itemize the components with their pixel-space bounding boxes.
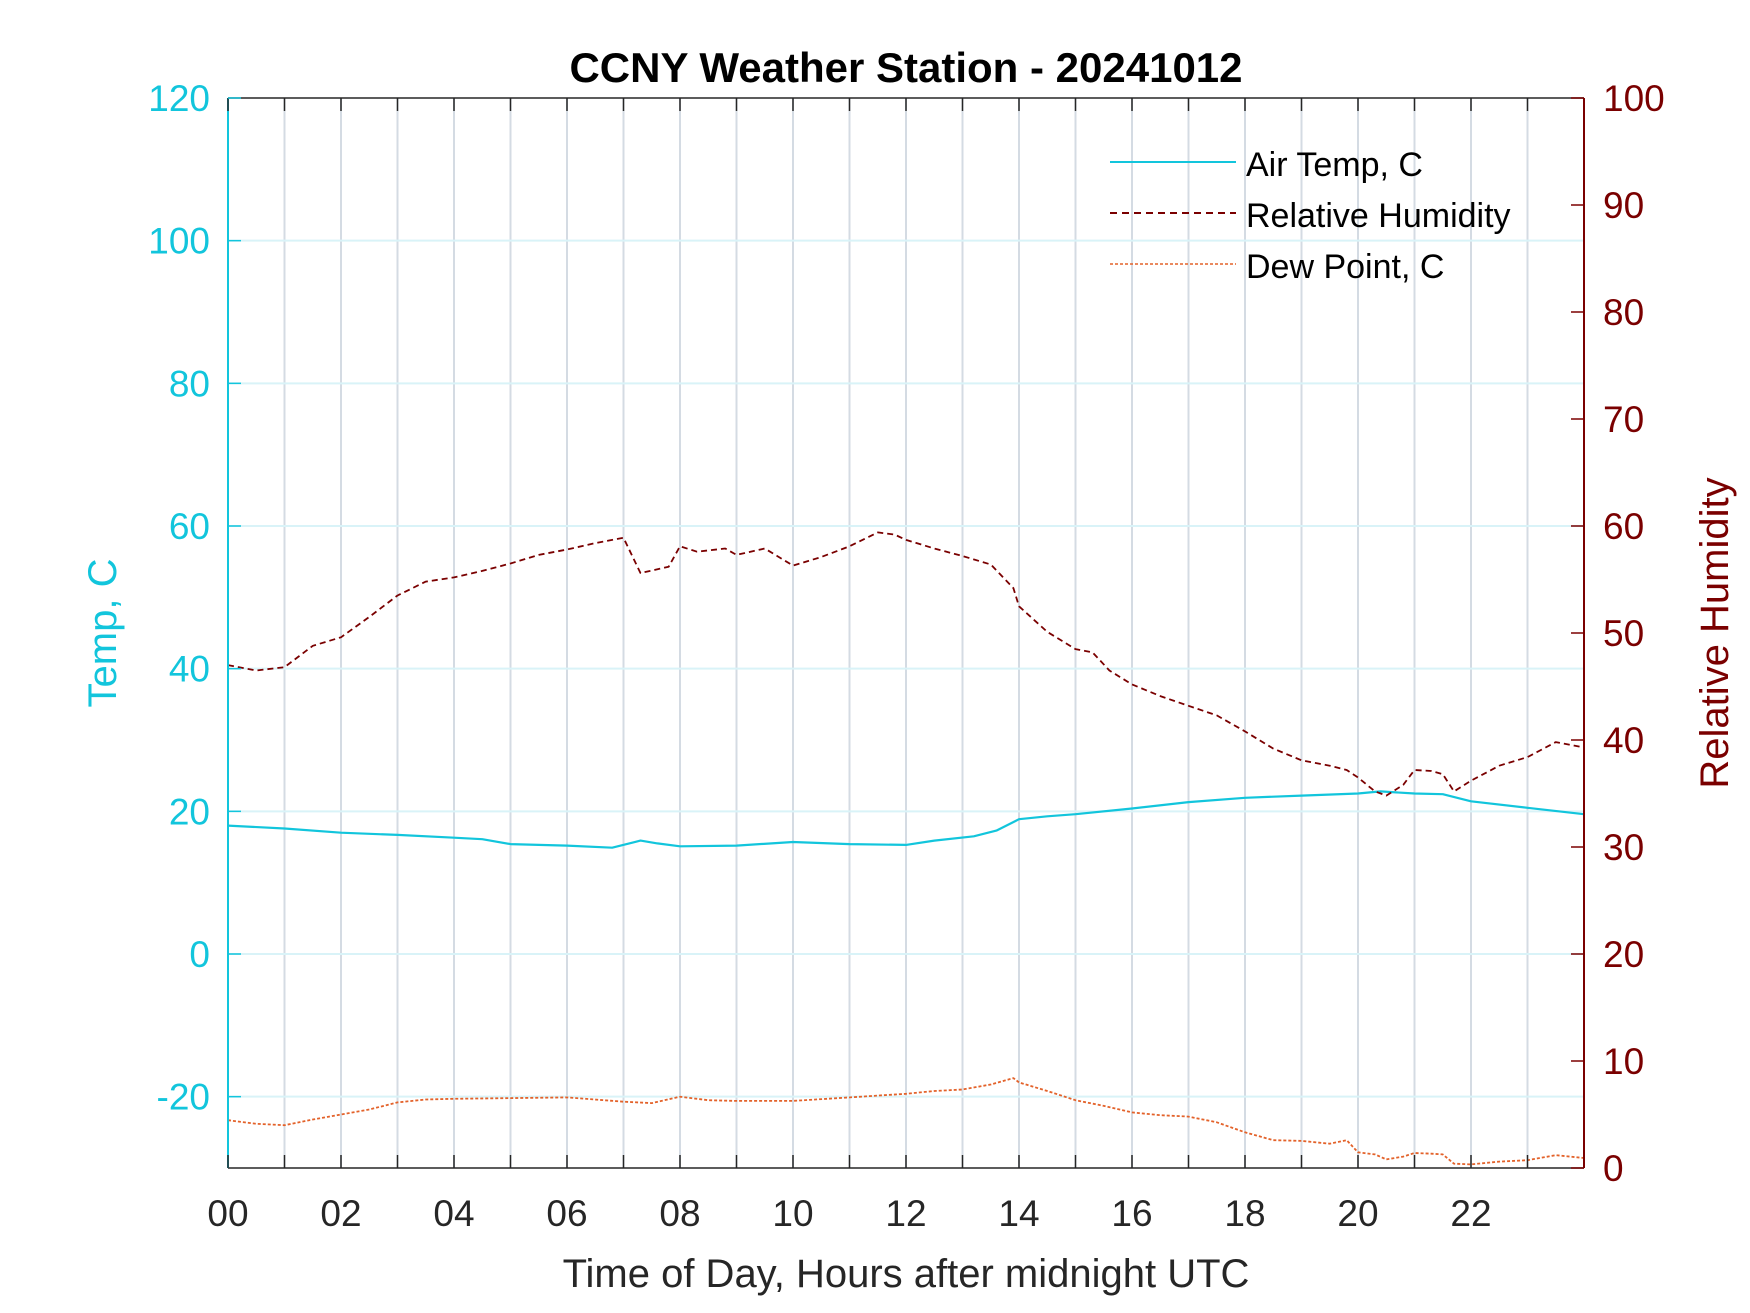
- series-line-dew-point: [227, 1077, 1585, 1166]
- x-axis-label: Time of Day, Hours after midnight UTC: [563, 1252, 1250, 1296]
- x-tick-label: 06: [546, 1193, 587, 1234]
- x-tick-label: 10: [772, 1193, 813, 1234]
- y-left-tick-label: 80: [169, 363, 210, 404]
- y-left-tick-label: 0: [189, 934, 210, 975]
- series-layer: [227, 531, 1585, 1166]
- y-axis-left-label: Temp, C: [81, 559, 125, 708]
- y-right-tick-label: 80: [1603, 292, 1644, 333]
- y-right-tick-label: 20: [1603, 934, 1644, 975]
- legend: Air Temp, C Relative Humidity Dew Point,…: [1110, 146, 1511, 286]
- x-tick-label: 00: [207, 1193, 248, 1234]
- axes: [227, 97, 1585, 1169]
- x-tick-label: 20: [1337, 1193, 1378, 1234]
- y-right-tick-label: 60: [1603, 506, 1644, 547]
- series-line-relative-humidity: [227, 531, 1585, 797]
- y-right-tick-label: 0: [1603, 1148, 1624, 1189]
- legend-label-air-temp: Air Temp, C: [1246, 146, 1423, 184]
- x-tick-label: 18: [1224, 1193, 1265, 1234]
- x-tick-label: 04: [433, 1193, 474, 1234]
- y-left-tick-label: 120: [148, 78, 210, 119]
- y-right-tick-label: 70: [1603, 399, 1644, 440]
- y-right-tick-label: 100: [1603, 78, 1665, 119]
- y-left-tick-label: 100: [148, 221, 210, 262]
- x-tick-label: 22: [1450, 1193, 1491, 1234]
- y-right-tick-label: 30: [1603, 827, 1644, 868]
- y-right-tick-label: 50: [1603, 613, 1644, 654]
- y-left-tick-label: 20: [169, 791, 210, 832]
- y-axis-right-label: Relative Humidity: [1693, 477, 1737, 788]
- y-right-tick-label: 90: [1603, 185, 1644, 226]
- x-tick-label: 02: [320, 1193, 361, 1234]
- series-line-air-temp: [227, 790, 1585, 849]
- y-left-tick-label: 60: [169, 506, 210, 547]
- grid: [228, 98, 1584, 1168]
- x-tick-label: 12: [885, 1193, 926, 1234]
- tick-labels: 00 02 04 06 08 10 12 14 16 18 20 22-200204060801001…: [148, 78, 1664, 1234]
- x-tick-label: 08: [659, 1193, 700, 1234]
- legend-label-relative-humidity: Relative Humidity: [1246, 197, 1511, 235]
- chart-title: CCNY Weather Station - 20241012: [569, 44, 1242, 91]
- y-left-tick-label: -20: [157, 1077, 210, 1118]
- y-right-tick-label: 10: [1603, 1041, 1644, 1082]
- y-right-tick-label: 40: [1603, 720, 1644, 761]
- x-tick-label: 14: [998, 1193, 1039, 1234]
- legend-label-dew-point: Dew Point, C: [1246, 248, 1444, 286]
- x-tick-label: 16: [1111, 1193, 1152, 1234]
- y-left-tick-label: 40: [169, 649, 210, 690]
